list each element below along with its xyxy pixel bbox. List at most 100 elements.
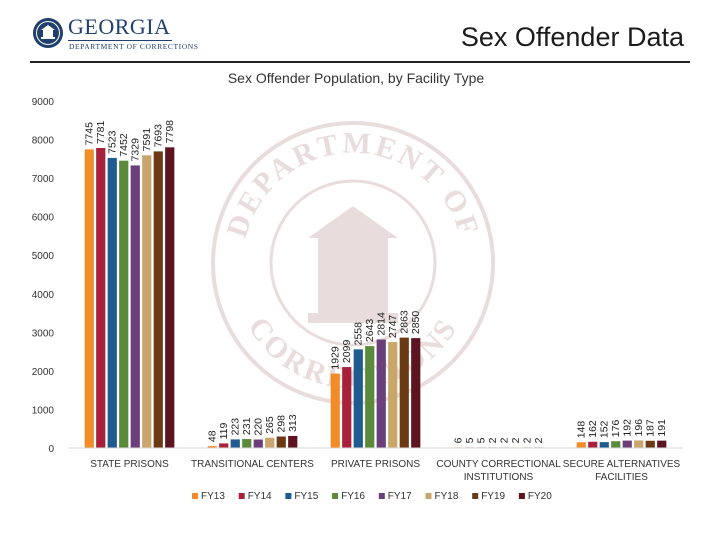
bar-data-label: 2 xyxy=(510,437,522,443)
legend-label: FY14 xyxy=(248,491,272,502)
y-tick-label: 0 xyxy=(48,444,54,455)
bar-data-label: 7329 xyxy=(130,138,142,162)
bar-data-label: 2814 xyxy=(376,312,388,336)
bar xyxy=(288,435,298,448)
bar xyxy=(622,440,632,448)
bar-data-label: 7781 xyxy=(95,120,107,144)
x-tick-label: TRANSITIONAL CENTERS xyxy=(191,459,314,470)
bar-data-label: 2 xyxy=(522,437,534,443)
bar-data-label: 265 xyxy=(264,416,276,434)
bar-data-label: 7523 xyxy=(107,130,119,154)
bar-data-label: 5 xyxy=(464,437,476,443)
bar-data-label: 7452 xyxy=(118,133,130,157)
legend-label: FY19 xyxy=(481,491,505,502)
y-tick-label: 5000 xyxy=(32,251,55,262)
org-name: GEORGIA xyxy=(68,14,171,39)
y-tick-label: 2000 xyxy=(32,367,55,378)
bar xyxy=(242,439,252,448)
legend-swatch xyxy=(332,493,339,499)
bar-data-label: 7591 xyxy=(141,128,153,152)
bar xyxy=(219,443,229,448)
y-tick-label: 8000 xyxy=(32,136,55,147)
bar xyxy=(376,339,386,448)
y-tick-label: 6000 xyxy=(32,213,55,224)
y-tick-label: 3000 xyxy=(32,328,55,339)
legend-swatch xyxy=(425,493,432,499)
bar-data-label: 196 xyxy=(633,419,645,437)
bar xyxy=(207,446,217,448)
bar xyxy=(645,440,655,448)
bar-data-label: 298 xyxy=(276,415,288,433)
bar xyxy=(265,437,275,448)
bar xyxy=(253,439,263,448)
legend-label: FY13 xyxy=(201,491,225,502)
x-tick-label: COUNTY CORRECTIONAL xyxy=(436,459,561,470)
bar xyxy=(411,338,421,448)
y-tick-label: 4000 xyxy=(32,290,55,301)
x-tick-label: STATE PRISONS xyxy=(90,459,169,470)
bar-series xyxy=(84,147,667,449)
bar-data-label: 192 xyxy=(622,419,634,437)
legend-swatch xyxy=(472,493,479,499)
bar-data-label: 2643 xyxy=(364,319,376,343)
bar xyxy=(388,342,398,448)
bar xyxy=(84,149,94,449)
bar-data-label: 2747 xyxy=(387,315,399,339)
bar-data-label: 162 xyxy=(587,420,599,438)
bar xyxy=(399,337,409,448)
legend-label: FY16 xyxy=(341,491,365,502)
y-axis: 0 1000 2000 3000 4000 5000 6000 7000 8000 9000 xyxy=(32,97,55,455)
bar-data-label: 187 xyxy=(645,419,657,437)
bar xyxy=(588,441,598,448)
header-divider xyxy=(30,61,690,63)
bar xyxy=(634,440,644,448)
bar-data-label: 148 xyxy=(576,421,588,439)
legend-swatch xyxy=(518,493,525,499)
bar xyxy=(153,151,163,449)
bar-data-label: 191 xyxy=(656,419,668,437)
legend-swatch xyxy=(378,493,385,499)
bar-data-label: 2863 xyxy=(399,310,411,334)
legend-label: FY20 xyxy=(528,491,552,502)
y-tick-label: 7000 xyxy=(32,174,55,185)
bar-data-label: 7745 xyxy=(84,122,96,146)
chart-legend: FY13 FY14 FY15 FY16 FY17 FY18 FY19 FY20 xyxy=(192,491,552,502)
bar-data-label: 2558 xyxy=(353,322,365,346)
legend-swatch xyxy=(192,493,198,499)
legend-label: FY17 xyxy=(388,491,412,502)
x-tick-label: INSTITUTIONS xyxy=(464,472,534,483)
bar xyxy=(230,439,240,448)
bar xyxy=(130,165,140,448)
bar xyxy=(599,442,609,448)
bar xyxy=(657,440,667,448)
bar-data-label: 176 xyxy=(610,420,622,438)
x-tick-label: SECURE ALTERNATIVES xyxy=(563,459,681,470)
legend-swatch xyxy=(285,493,292,499)
x-tick-label: PRIVATE PRISONS xyxy=(331,459,420,470)
bar-data-label: 2 xyxy=(499,437,511,443)
bar xyxy=(611,441,621,448)
bar-data-label: 2099 xyxy=(341,340,353,364)
bar xyxy=(353,349,363,448)
bar-data-label: 2 xyxy=(487,437,499,443)
chart-title: Sex Offender Population, by Facility Typ… xyxy=(228,70,485,86)
bar-data-label: 7693 xyxy=(153,124,165,148)
bar xyxy=(107,157,117,449)
bar-data-label: 1929 xyxy=(330,346,342,370)
bar-data-label: 231 xyxy=(241,417,253,435)
bar xyxy=(142,155,152,449)
legend-label: FY15 xyxy=(294,491,318,502)
bar xyxy=(576,442,586,448)
bar-data-label: 48 xyxy=(207,430,219,442)
header: GEORGIA DEPARTMENT OF CORRECTIONS Sex Of… xyxy=(0,0,720,64)
bar-data-label: 220 xyxy=(253,418,265,436)
legend-swatch xyxy=(238,493,245,499)
bar xyxy=(96,147,106,449)
y-tick-label: 1000 xyxy=(32,405,55,416)
georgia-seal-icon xyxy=(33,18,63,48)
bar-data-label: 6 xyxy=(453,437,465,443)
org-subtitle: DEPARTMENT OF CORRECTIONS xyxy=(69,42,199,51)
bar-data-label: 152 xyxy=(599,420,611,438)
bar-data-label: 7798 xyxy=(164,120,176,144)
bar xyxy=(276,436,286,448)
